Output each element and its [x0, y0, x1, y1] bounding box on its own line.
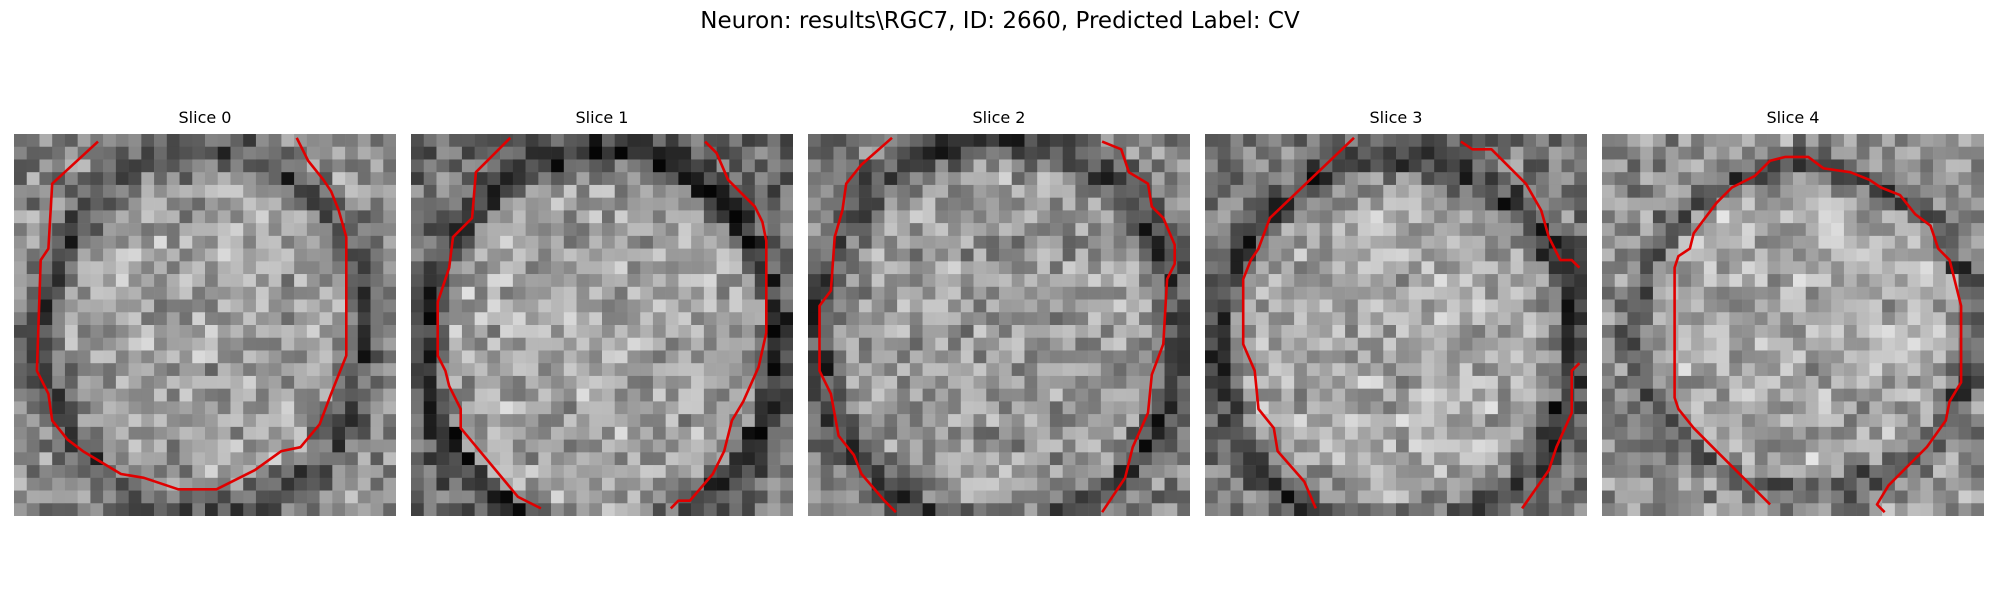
- slice-title: Slice 3: [1369, 108, 1423, 127]
- slice-image: [1602, 134, 1984, 516]
- pixel-grid: [411, 134, 793, 516]
- contour-line: [818, 136, 897, 514]
- contour-line: [1241, 136, 1355, 509]
- contour-line: [1521, 362, 1581, 510]
- contour-line: [436, 136, 542, 510]
- contour-line: [35, 137, 348, 491]
- slice-title: Slice 4: [1766, 108, 1820, 127]
- contour-line: [669, 140, 768, 510]
- slice-image: [1205, 134, 1587, 516]
- contour-line: [1673, 155, 1963, 514]
- slice-image: [14, 134, 396, 516]
- figure-title: Neuron: results\RGC7, ID: 2660, Predicte…: [700, 8, 1300, 34]
- slice-title: Slice 2: [972, 108, 1026, 127]
- pixel-grid: [14, 134, 396, 516]
- pixel-grid: [808, 134, 1190, 516]
- slice-image: [808, 134, 1190, 516]
- contour-line: [1101, 140, 1177, 513]
- slice-title: Slice 1: [575, 108, 629, 127]
- slice-title: Slice 0: [178, 108, 232, 127]
- pixel-grid: [1602, 134, 1984, 516]
- contour-line: [1460, 140, 1581, 269]
- slice-image: [411, 134, 793, 516]
